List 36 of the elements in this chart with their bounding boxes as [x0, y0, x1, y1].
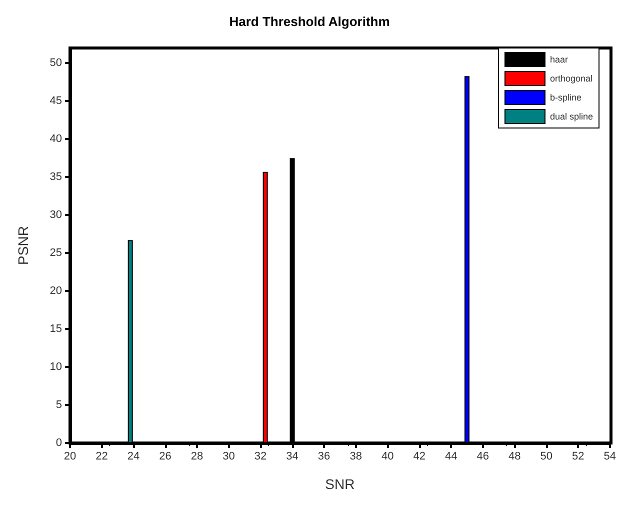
x-tick-label: 22 [96, 450, 108, 462]
x-axis-title: SNR [325, 476, 355, 492]
x-tick-label: 32 [254, 450, 267, 462]
y-tick-label: 5 [56, 399, 62, 412]
x-tick-label: 40 [381, 450, 394, 462]
x-tick-label: 46 [476, 450, 489, 462]
legend-label: orthogonal [550, 74, 593, 84]
y-axis-title: PSNR [15, 226, 31, 265]
x-tick-label: 26 [159, 450, 172, 462]
y-tick-label: 15 [50, 323, 62, 336]
legend-label: haar [550, 54, 568, 64]
x-tick-label: 28 [190, 450, 204, 462]
x-tick-label: 24 [127, 450, 140, 462]
y-tick-label: 45 [50, 95, 62, 108]
y-tick-label: 40 [50, 133, 62, 146]
y-tick-label: 20 [50, 285, 62, 298]
x-tick-label: 50 [540, 450, 552, 462]
x-tick-label: 38 [350, 450, 362, 462]
y-tick-label: 0 [56, 437, 62, 449]
x-tick-label: 36 [318, 450, 330, 462]
x-tick-label: 52 [572, 450, 584, 462]
y-tick-label: 35 [50, 171, 62, 184]
y-tick-label: 30 [50, 209, 62, 222]
legend-label: dual spline [550, 112, 593, 122]
y-tick-label: 50 [50, 57, 62, 70]
legend-label: b-spline [550, 92, 582, 102]
y-tick-label: 25 [50, 247, 62, 260]
x-tick-label: 44 [444, 450, 458, 462]
x-tick-label: 54 [604, 450, 616, 462]
x-tick-label: 34 [286, 450, 298, 462]
x-tick-label: 20 [64, 450, 76, 462]
y-tick-label: 10 [50, 361, 62, 374]
chart-title: Hard Threshold Algorithm [229, 14, 390, 29]
x-tick-label: 42 [413, 450, 426, 462]
x-tick-label: 30 [222, 450, 235, 462]
x-tick-label: 48 [508, 450, 521, 462]
